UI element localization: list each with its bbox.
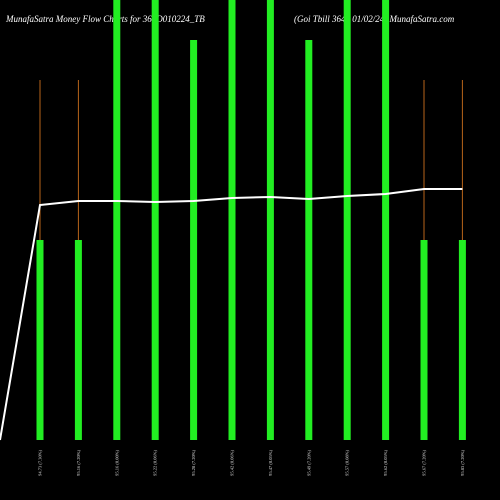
bar <box>382 0 390 440</box>
x-tick-label: 95.22 (0.06%) <box>153 450 158 476</box>
x-tick-label: 95.62 (0.05%) <box>383 450 388 476</box>
x-tick-label: 94.73 (7.30%) <box>38 450 43 476</box>
bar <box>113 0 121 440</box>
x-tick-label: 95.49 (7.20%) <box>306 450 311 476</box>
bar <box>343 0 351 440</box>
bar <box>36 240 44 440</box>
x-tick-label: 95.42 (0.06%) <box>230 450 235 476</box>
bar <box>420 240 428 440</box>
x-tick-label: 95.16 (7.20%) <box>76 450 81 476</box>
bar <box>74 240 82 440</box>
x-tick-label: 95.16 (0.00%) <box>114 450 119 476</box>
x-tick-label: 95.83 (7.20%) <box>460 450 465 476</box>
x-tick-label: 95.28 (7.20%) <box>191 450 196 476</box>
money-flow-line <box>0 188 463 441</box>
x-tick-label: 95.47 (0.05%) <box>268 450 273 476</box>
bar <box>190 40 198 440</box>
bar <box>228 0 236 440</box>
chart-subtitle: (Goi Tbill 364d 01/02/24) MunafaSatra.co… <box>294 14 455 24</box>
bar <box>266 0 274 440</box>
x-tick-label: 95.67 (7.20%) <box>422 450 427 476</box>
bar <box>458 240 466 440</box>
x-tick-label: 95.57 (0.08%) <box>345 450 350 476</box>
bar <box>305 40 313 440</box>
bar <box>151 0 159 440</box>
chart-title: MunafaSatra Money Flow Charts for 364D01… <box>5 14 205 24</box>
